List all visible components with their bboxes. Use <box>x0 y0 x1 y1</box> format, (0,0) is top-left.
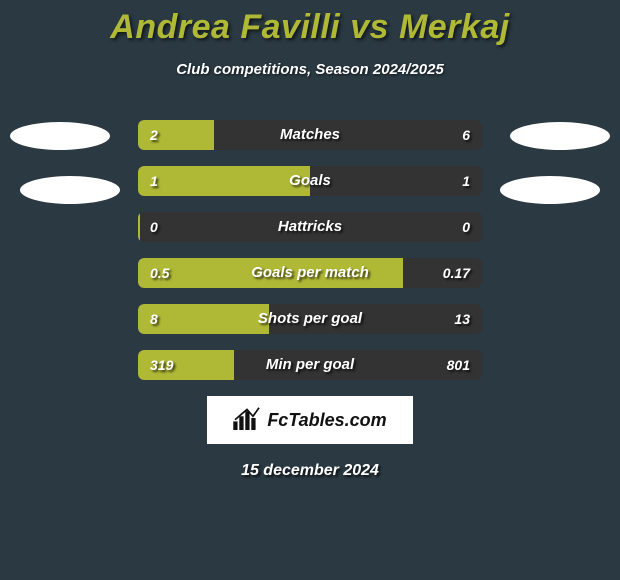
stat-label: Shots per goal <box>138 304 482 334</box>
stat-row: 8 Shots per goal 13 <box>138 304 482 334</box>
stat-value-right: 0.17 <box>443 258 470 288</box>
stat-value-right: 0 <box>462 212 470 242</box>
snapshot-date: 15 december 2024 <box>0 462 620 480</box>
player-badge-right-1 <box>510 122 610 150</box>
stat-value-right: 801 <box>447 350 470 380</box>
logo-text: FcTables.com <box>267 410 386 431</box>
comparison-subtitle: Club competitions, Season 2024/2025 <box>0 61 620 78</box>
stat-row: 2 Matches 6 <box>138 120 482 150</box>
stat-label: Hattricks <box>138 212 482 242</box>
stat-value-right: 13 <box>454 304 470 334</box>
fctables-logo: FcTables.com <box>207 396 413 444</box>
comparison-chart: 2 Matches 6 1 Goals 1 0 Hattricks 0 0.5 … <box>138 120 482 380</box>
stat-row: 1 Goals 1 <box>138 166 482 196</box>
stat-label: Goals <box>138 166 482 196</box>
stat-label: Matches <box>138 120 482 150</box>
stat-label: Goals per match <box>138 258 482 288</box>
player-badge-left-1 <box>10 122 110 150</box>
stat-row: 0.5 Goals per match 0.17 <box>138 258 482 288</box>
comparison-title: Andrea Favilli vs Merkaj <box>0 0 620 47</box>
player-badge-right-2 <box>500 176 600 204</box>
player-badge-left-2 <box>20 176 120 204</box>
stat-label: Min per goal <box>138 350 482 380</box>
stat-row: 0 Hattricks 0 <box>138 212 482 242</box>
stat-value-right: 6 <box>462 120 470 150</box>
stat-value-right: 1 <box>462 166 470 196</box>
stat-row: 319 Min per goal 801 <box>138 350 482 380</box>
chart-icon <box>233 406 261 435</box>
